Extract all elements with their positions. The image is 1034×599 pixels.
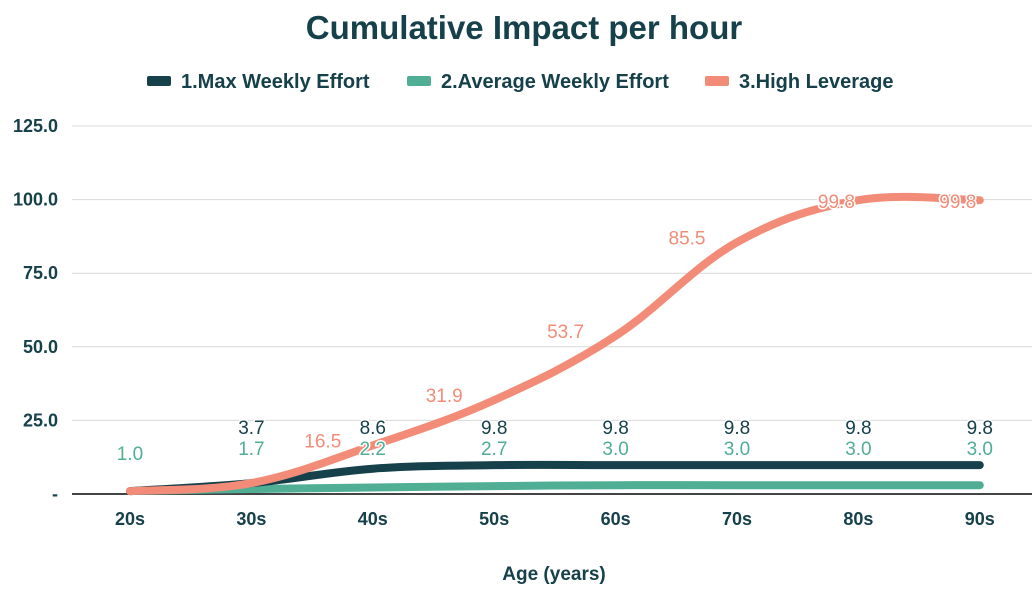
chart-title: Cumulative Impact per hour xyxy=(306,9,743,46)
data-label-high-leverage: 16.5 xyxy=(304,431,341,452)
data-label-average-weekly-effort: 1.7 xyxy=(238,439,264,460)
series-line-high-leverage xyxy=(126,192,984,496)
y-tick-label: 50.0 xyxy=(23,337,58,357)
data-label-high-leverage: 31.9 xyxy=(426,386,463,407)
y-tick-label: 125.0 xyxy=(13,116,58,136)
y-axis: - 25.0 50.0 75.0 100.0 125.0 xyxy=(13,116,58,504)
gridlines xyxy=(72,125,1032,495)
series-line-average-weekly-effort xyxy=(126,481,984,496)
x-tick-label: 30s xyxy=(236,509,266,529)
legend-swatch-average-weekly-effort xyxy=(407,76,431,86)
data-label-average-weekly-effort: 2.7 xyxy=(481,439,507,460)
x-tick-label: 50s xyxy=(479,509,509,529)
x-axis-title: Age (years) xyxy=(502,564,606,585)
data-label-high-leverage: 53.7 xyxy=(547,322,584,343)
data-label-max-weekly-effort: 9.8 xyxy=(602,418,628,439)
data-label-average-weekly-effort: 2.2 xyxy=(360,439,386,460)
x-tick-label: 70s xyxy=(722,509,752,529)
data-labels: 3.7 8.6 9.8 9.8 9.8 9.8 9.8 1.0 1.7 2.2 2.7 3.0 3.0 3… xyxy=(115,191,994,467)
legend-swatch-max-weekly-effort xyxy=(147,76,171,86)
y-tick-label: 25.0 xyxy=(23,410,58,430)
data-label-high-leverage: 99.8 xyxy=(818,192,855,213)
data-label-average-weekly-effort: 3.0 xyxy=(724,439,750,460)
x-tick-label: 20s xyxy=(115,509,145,529)
legend-label-max-weekly-effort: 1.Max Weekly Effort xyxy=(181,71,370,93)
legend-label-high-leverage: 3.High Leverage xyxy=(739,71,894,93)
data-label-max-weekly-effort: 8.6 xyxy=(360,418,386,439)
x-axis: 20s 30s 40s 50s 60s 70s 80s 90s xyxy=(115,509,995,529)
x-tick-label: 40s xyxy=(358,509,388,529)
x-tick-label: 80s xyxy=(843,509,873,529)
data-label-max-weekly-effort: 9.8 xyxy=(724,418,750,439)
legend-label-average-weekly-effort: 2.Average Weekly Effort xyxy=(441,71,669,93)
y-tick-label: 75.0 xyxy=(23,263,58,283)
legend-swatch-high-leverage xyxy=(705,76,729,86)
x-tick-label: 90s xyxy=(965,509,995,529)
data-label-average-weekly-effort: 3.0 xyxy=(967,439,993,460)
data-label-max-weekly-effort: 9.8 xyxy=(845,418,871,439)
data-label-average-weekly-effort: 3.0 xyxy=(602,439,628,460)
x-tick-label: 60s xyxy=(601,509,631,529)
data-label-high-leverage: 85.5 xyxy=(669,228,706,249)
y-tick-label: 100.0 xyxy=(13,190,58,210)
data-label-max-weekly-effort: 9.8 xyxy=(967,418,993,439)
data-label-max-weekly-effort: 3.7 xyxy=(238,418,264,439)
data-label-average-weekly-effort: 1.0 xyxy=(117,444,143,465)
data-label-average-weekly-effort: 3.0 xyxy=(845,439,871,460)
data-label-max-weekly-effort: 9.8 xyxy=(481,418,507,439)
legend: 1.Max Weekly Effort 2.Average Weekly Eff… xyxy=(147,71,894,93)
series-lines xyxy=(126,192,984,496)
data-label-high-leverage: 99.8 xyxy=(939,192,976,213)
y-tick-label: - xyxy=(52,484,58,504)
